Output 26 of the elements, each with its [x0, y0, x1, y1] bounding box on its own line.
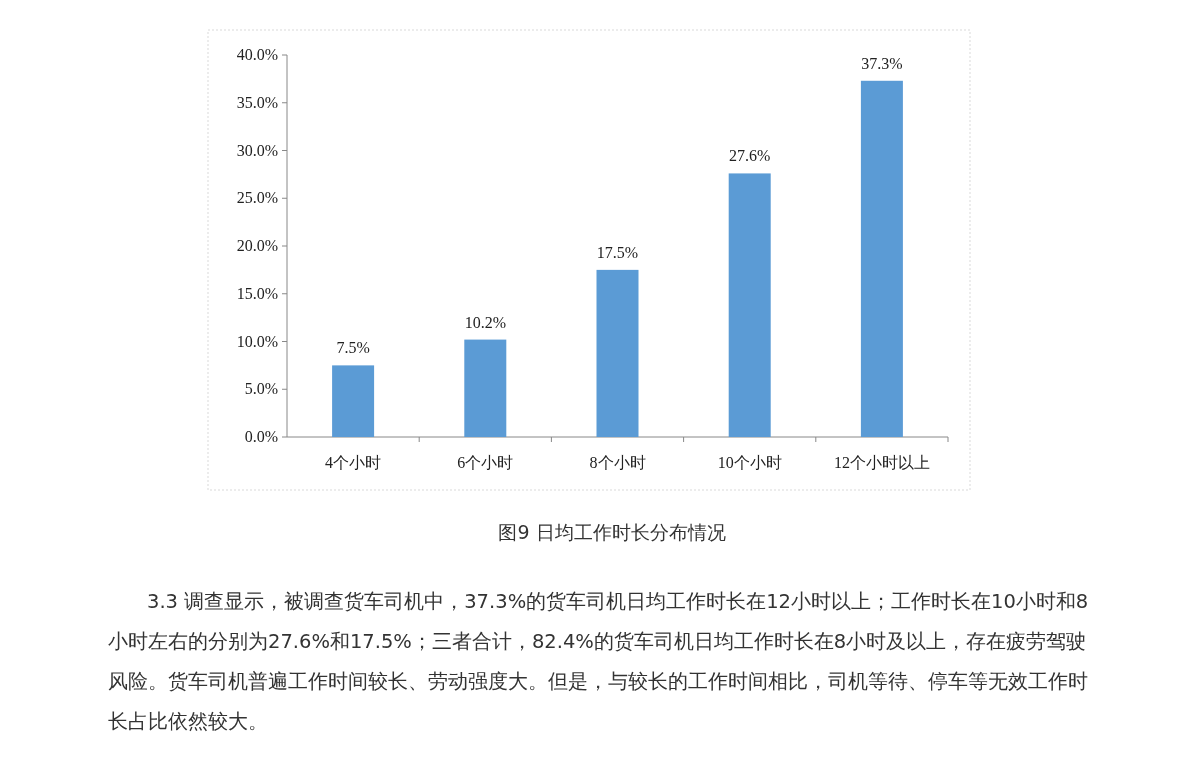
y-tick-label: 35.0%: [236, 93, 278, 111]
x-tick-label: 10个小时: [717, 454, 782, 471]
bar: [728, 173, 771, 437]
bar: [596, 269, 639, 437]
y-tick-label: 25.0%: [236, 189, 278, 207]
y-tick-label: 15.0%: [236, 284, 278, 302]
bar: [464, 339, 507, 437]
data-label: 37.3%: [861, 54, 903, 72]
y-tick-label: 5.0%: [244, 380, 278, 398]
data-label: 7.5%: [336, 339, 370, 357]
y-tick-label: 20.0%: [236, 237, 278, 254]
text: 3.3 调查显示，被调查货车司机中，37.3%的货车司机日均工作时长在12小时以上；工作时长在10小时和8小时左右的分别为27.6%和17.5%；三者合计，82.4%的货车司机日均工作时长在8小时及以上，存在疲劳驾驶风险。货车司机普遍工作时间较长、劳动强度大。但是，与较长的工作时间相比，司机等待、停车等无效工作时长占比依然较大。: [108, 589, 1090, 735]
caption: 图9 日均工作时长分布情况: [497, 520, 727, 545]
y-tick-label: 0.0%: [244, 428, 278, 445]
data-label: 17.5%: [596, 243, 639, 261]
x-tick-label: 8个小时: [589, 454, 646, 471]
bar: [332, 365, 375, 437]
x-tick-label: 6个小时: [457, 454, 514, 471]
y-tick-label: 10.0%: [236, 332, 278, 350]
x-tick-label: 12个小时以上: [833, 454, 930, 471]
data-label: 27.6%: [729, 147, 771, 165]
y-tick-label: 40.0%: [236, 46, 278, 63]
x-tick-label: 4个小时: [325, 454, 382, 471]
data-label: 10.2%: [464, 313, 506, 331]
bar: [860, 80, 903, 437]
y-tick-label: 30.0%: [236, 141, 278, 159]
